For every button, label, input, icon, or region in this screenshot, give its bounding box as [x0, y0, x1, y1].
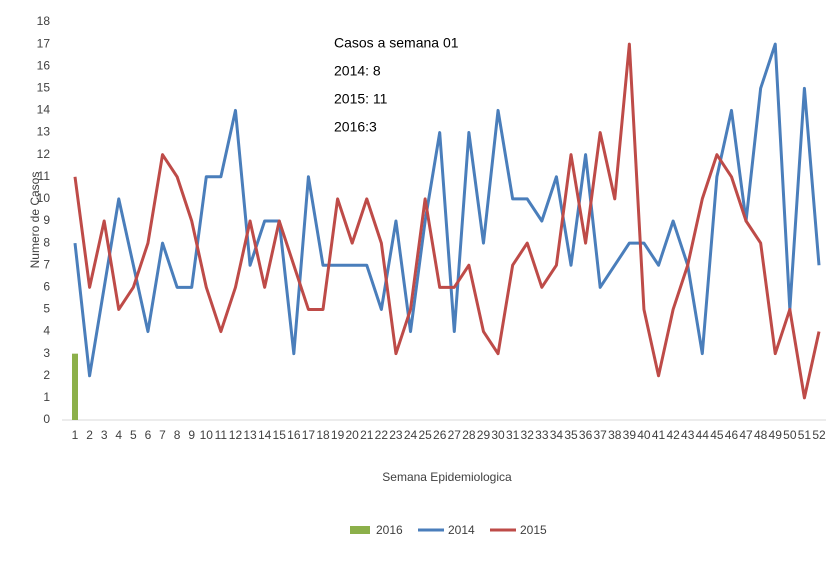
x-tick-label: 46	[725, 428, 739, 442]
y-tick-label: 1	[43, 390, 50, 404]
x-tick-label: 6	[145, 428, 152, 442]
x-tick-label: 2	[86, 428, 93, 442]
x-tick-label: 14	[258, 428, 272, 442]
x-tick-label: 19	[331, 428, 345, 442]
y-tick-label: 7	[43, 257, 50, 271]
y-tick-label: 11	[38, 169, 51, 183]
y-tick-label: 8	[43, 235, 50, 249]
x-tick-label: 50	[783, 428, 797, 442]
y-tick-label: 9	[43, 213, 50, 227]
legend-label: 2015	[520, 523, 547, 537]
x-tick-label: 15	[273, 428, 287, 442]
x-axis-title: Semana Epidemiologica	[382, 470, 512, 484]
y-tick-label: 10	[37, 191, 51, 205]
y-tick-label: 0	[43, 412, 50, 426]
x-tick-label: 24	[404, 428, 418, 442]
annotation: Casos a semana 01	[334, 35, 459, 51]
line	[73, 42, 821, 400]
x-tick-label: 13	[243, 428, 257, 442]
x-tick-label: 18	[316, 428, 330, 442]
x-tick-label: 44	[696, 428, 710, 442]
x-tick-label: 25	[418, 428, 432, 442]
x-tick-label: 49	[769, 428, 783, 442]
x-tick-label: 23	[389, 428, 403, 442]
legend-label: 2016	[376, 523, 403, 537]
x-tick-label: 33	[535, 428, 549, 442]
x-tick-label: 47	[739, 428, 753, 442]
y-axis-title: Numero de Casos	[28, 172, 42, 269]
x-tick-label: 26	[433, 428, 447, 442]
x-tick-label: 35	[564, 428, 578, 442]
x-tick-label: 32	[521, 428, 535, 442]
x-tick-label: 4	[115, 428, 122, 442]
x-tick-label: 29	[477, 428, 491, 442]
x-tick-label: 39	[623, 428, 637, 442]
x-tick-label: 34	[550, 428, 564, 442]
y-tick-label: 5	[43, 302, 50, 316]
x-tick-label: 45	[710, 428, 724, 442]
x-tick-label: 30	[491, 428, 505, 442]
y-tick-label: 17	[37, 36, 51, 50]
y-tick-label: 12	[37, 147, 51, 161]
x-tick-label: 40	[637, 428, 651, 442]
legend-label: 2014	[448, 523, 475, 537]
x-tick-label: 11	[215, 428, 228, 442]
x-tick-label: 31	[506, 428, 520, 442]
x-tick-label: 3	[101, 428, 108, 442]
x-tick-label: 9	[188, 428, 195, 442]
y-tick-label: 6	[43, 280, 50, 294]
x-tick-label: 12	[229, 428, 243, 442]
x-tick-label: 16	[287, 428, 301, 442]
y-tick-label: 15	[37, 81, 51, 95]
y-tick-label: 16	[37, 58, 51, 72]
annotation: 2015: 11	[334, 91, 388, 107]
x-tick-label: 48	[754, 428, 768, 442]
x-tick-label: 1	[72, 428, 79, 442]
y-tick-label: 18	[37, 14, 51, 28]
y-tick-label: 2	[43, 368, 50, 382]
x-tick-label: 42	[666, 428, 680, 442]
x-tick-label: 10	[200, 428, 214, 442]
y-tick-label: 4	[43, 324, 50, 338]
x-tick-label: 36	[579, 428, 593, 442]
bar	[72, 353, 78, 420]
x-tick-label: 38	[608, 428, 622, 442]
y-tick-label: 3	[43, 346, 50, 360]
y-tick-label: 13	[37, 125, 51, 139]
annotation: 2014: 8	[334, 63, 381, 79]
annotation: 2016:3	[334, 119, 377, 135]
legend-swatch	[350, 526, 370, 534]
x-tick-label: 41	[652, 428, 666, 442]
x-tick-label: 21	[360, 428, 374, 442]
x-tick-label: 20	[345, 428, 359, 442]
y-tick-label: 14	[37, 103, 51, 117]
x-tick-label: 5	[130, 428, 137, 442]
x-tick-label: 52	[812, 428, 826, 442]
x-tick-label: 22	[375, 428, 389, 442]
line	[73, 42, 821, 378]
x-tick-label: 28	[462, 428, 476, 442]
x-tick-label: 27	[448, 428, 462, 442]
x-tick-label: 37	[593, 428, 607, 442]
x-tick-label: 7	[159, 428, 166, 442]
x-tick-label: 17	[302, 428, 316, 442]
x-tick-label: 8	[174, 428, 181, 442]
x-tick-label: 43	[681, 428, 695, 442]
x-tick-label: 51	[798, 428, 812, 442]
